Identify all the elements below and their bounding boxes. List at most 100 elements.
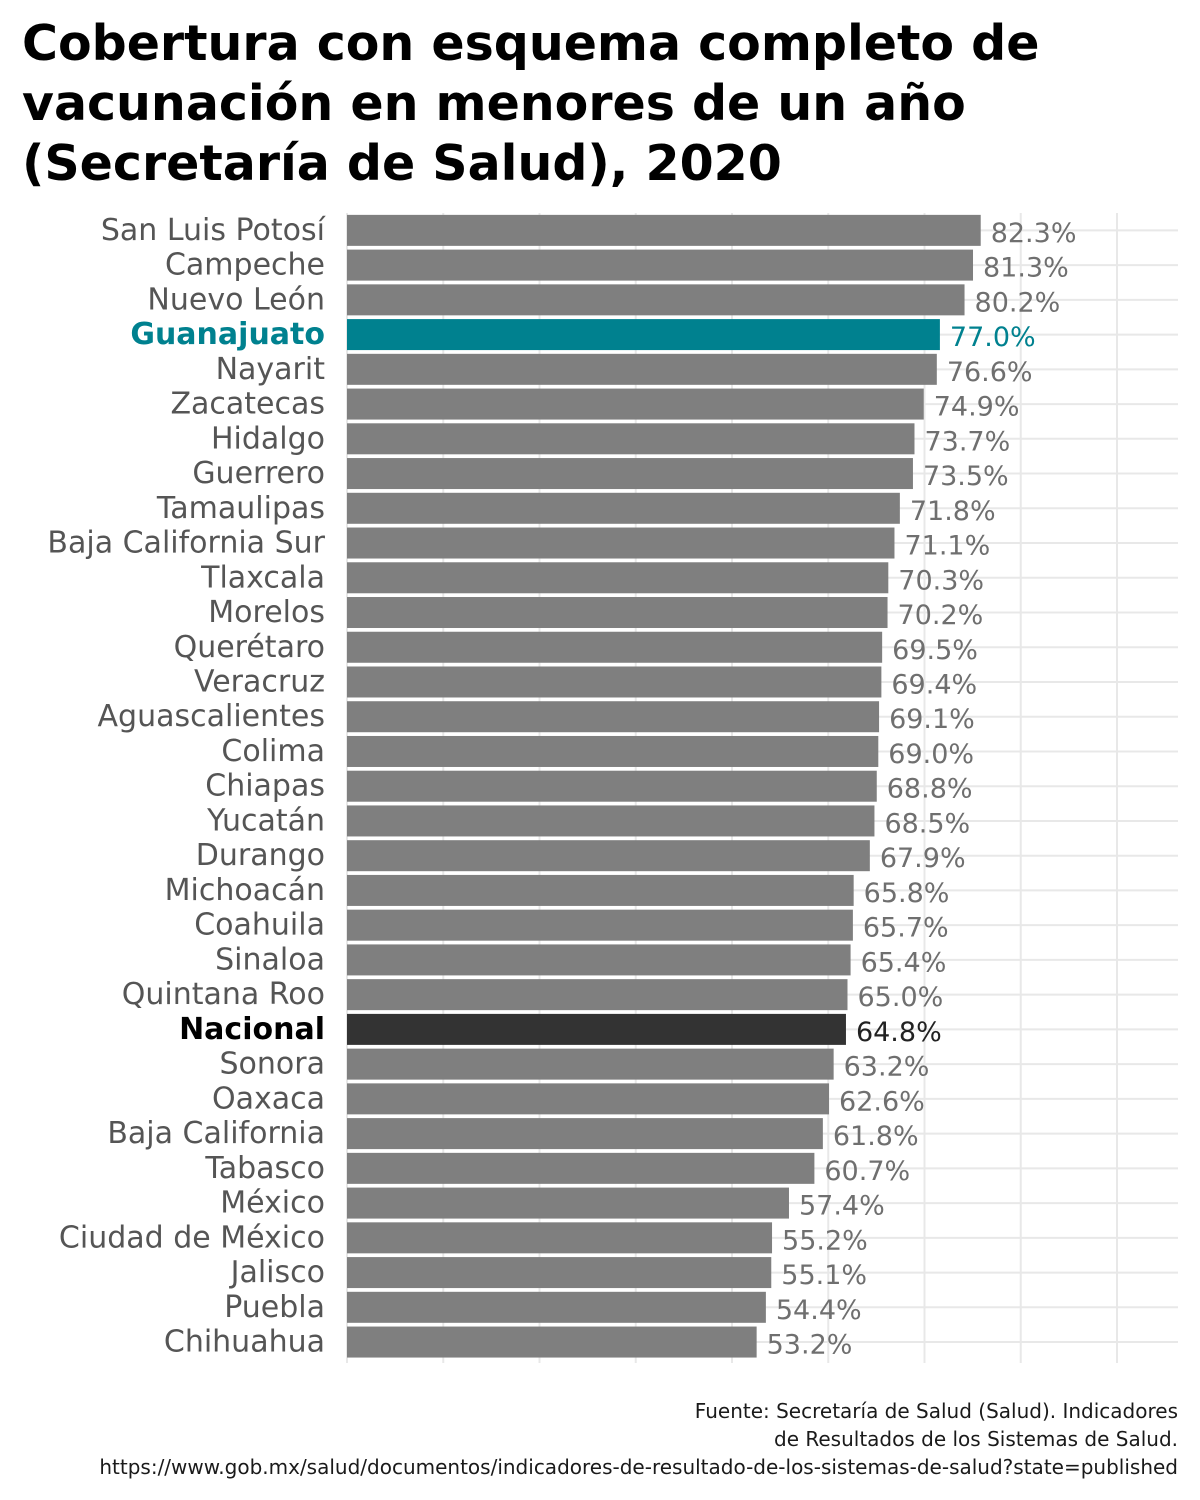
bar bbox=[347, 666, 882, 698]
bar bbox=[347, 458, 913, 490]
value-label: 68.5% bbox=[884, 808, 970, 839]
value-labels: 82.3% 81.3%80.2% 77.0% 76.6% 74.9%73.7% 73.5%… bbox=[767, 218, 1077, 1361]
value-label: 68.8% bbox=[887, 774, 973, 805]
bar bbox=[347, 492, 900, 524]
value-label: 71.8% bbox=[910, 496, 996, 527]
category-label: Campeche bbox=[165, 248, 325, 283]
bar bbox=[347, 1048, 834, 1080]
value-label: 60.7% bbox=[824, 1156, 910, 1187]
value-label: 63.2% bbox=[844, 1052, 930, 1083]
value-label: 71.1% bbox=[904, 531, 990, 562]
value-label: 62.6% bbox=[839, 1086, 925, 1117]
category-label: Guanajuato bbox=[130, 317, 325, 352]
bar bbox=[347, 214, 981, 246]
value-label: 53.2% bbox=[767, 1330, 853, 1361]
category-label: Baja California bbox=[107, 1116, 325, 1151]
value-label: 55.1% bbox=[781, 1260, 867, 1291]
source-note: Fuente: Secretaría de Salud (Salud). Ind… bbox=[0, 1397, 1178, 1481]
category-label: Nuevo León bbox=[147, 282, 325, 317]
value-label: 69.1% bbox=[889, 704, 975, 735]
category-label: Sonora bbox=[220, 1047, 325, 1082]
value-label: 81.3% bbox=[983, 253, 1069, 284]
category-label: Hidalgo bbox=[211, 421, 325, 456]
value-label: 65.4% bbox=[861, 947, 947, 978]
bar bbox=[347, 527, 895, 559]
category-label: Tlaxcala bbox=[200, 560, 325, 595]
category-label: Michoacán bbox=[165, 873, 325, 908]
bar bbox=[347, 1118, 823, 1150]
category-label: Querétaro bbox=[174, 630, 325, 665]
value-label: 54.4% bbox=[776, 1295, 862, 1326]
value-label: 74.9% bbox=[934, 392, 1020, 423]
bar bbox=[347, 1222, 773, 1254]
value-label: 67.9% bbox=[880, 843, 966, 874]
category-label: Ciudad de México bbox=[59, 1220, 325, 1255]
category-label: Oaxaca bbox=[212, 1081, 325, 1116]
source-line-2: de Resultados de los Sistemas de Salud. bbox=[774, 1427, 1178, 1451]
category-label: Chihuahua bbox=[164, 1325, 325, 1360]
bar bbox=[347, 319, 940, 351]
bar bbox=[347, 597, 888, 629]
category-label: Aguascalientes bbox=[98, 699, 325, 734]
bar bbox=[347, 284, 965, 316]
value-label: 73.5% bbox=[923, 461, 1009, 492]
bar bbox=[347, 840, 870, 872]
value-label: 69.5% bbox=[892, 635, 978, 666]
value-label: 76.6% bbox=[947, 357, 1033, 388]
category-label: Veracruz bbox=[194, 664, 325, 699]
bar bbox=[347, 979, 848, 1011]
bar bbox=[347, 1291, 766, 1323]
value-label: 69.0% bbox=[888, 739, 974, 770]
category-label: Zacatecas bbox=[170, 387, 325, 422]
chart-title: Cobertura con esquema completo de vacuna… bbox=[22, 15, 1040, 192]
value-label: 65.7% bbox=[863, 913, 949, 944]
bar bbox=[347, 874, 854, 906]
bar bbox=[347, 1013, 846, 1045]
category-label: Sinaloa bbox=[215, 942, 325, 977]
category-label: Nacional bbox=[179, 1012, 325, 1047]
bar bbox=[347, 249, 974, 281]
value-label: 65.8% bbox=[864, 878, 950, 909]
value-label: 61.8% bbox=[833, 1121, 919, 1152]
bar bbox=[347, 631, 883, 663]
bar bbox=[347, 1152, 815, 1184]
category-label: Yucatán bbox=[206, 803, 325, 838]
bar bbox=[347, 353, 937, 385]
value-label: 80.2% bbox=[975, 287, 1061, 318]
category-label: Chiapas bbox=[205, 769, 325, 804]
category-label: San Luis Potosí bbox=[101, 213, 327, 248]
bar bbox=[347, 701, 880, 733]
category-label: Tamaulipas bbox=[156, 491, 325, 526]
source-line-1: Fuente: Secretaría de Salud (Salud). Ind… bbox=[694, 1399, 1178, 1423]
bar bbox=[347, 423, 915, 455]
bar bbox=[347, 562, 889, 594]
category-label: Durango bbox=[196, 838, 325, 873]
bar bbox=[347, 1083, 830, 1115]
category-label: Jalisco bbox=[229, 1255, 325, 1290]
category-label: Coahuila bbox=[194, 908, 325, 943]
category-label: Baja California Sur bbox=[47, 526, 325, 561]
bar bbox=[347, 735, 879, 767]
value-label: 57.4% bbox=[799, 1191, 885, 1222]
value-label: 69.4% bbox=[891, 669, 977, 700]
category-label: Tabasco bbox=[204, 1151, 325, 1186]
bar bbox=[347, 1187, 789, 1219]
category-label: Nayarit bbox=[216, 352, 326, 387]
category-label: Morelos bbox=[208, 595, 325, 630]
value-label: 70.2% bbox=[898, 600, 984, 631]
bar bbox=[347, 805, 875, 837]
bars bbox=[347, 214, 981, 1358]
value-label: 55.2% bbox=[782, 1225, 868, 1256]
value-label: 70.3% bbox=[898, 565, 984, 596]
value-label: 64.8% bbox=[856, 1017, 942, 1048]
bar bbox=[347, 1257, 772, 1289]
value-label: 73.7% bbox=[924, 426, 1010, 457]
bar bbox=[347, 770, 877, 802]
bar bbox=[347, 909, 853, 941]
value-label: 65.0% bbox=[858, 982, 944, 1013]
category-label: Quintana Roo bbox=[122, 977, 325, 1012]
value-label: 77.0% bbox=[950, 322, 1036, 353]
category-label: Puebla bbox=[224, 1290, 325, 1325]
